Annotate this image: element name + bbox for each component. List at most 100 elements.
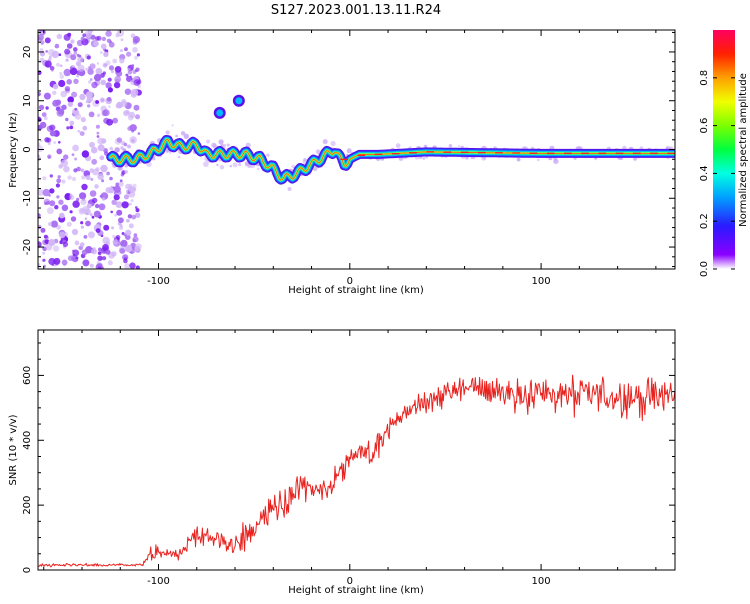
noise-speckle [97,173,104,180]
noise-speckle [120,173,125,177]
halo-speckle [177,155,181,159]
halo-speckle [422,157,426,160]
noise-speckle [75,256,79,260]
noise-speckle [56,109,65,117]
halo-speckle [291,164,295,169]
noise-speckle [136,53,140,57]
noise-speckle [124,88,132,95]
noise-speckle [96,131,100,135]
snr-frame [37,329,676,571]
noise-speckle [131,129,135,133]
noise-speckle [112,234,116,239]
noise-speckle [38,145,44,153]
x-tick-label: 100 [532,576,551,587]
noise-speckle [88,231,95,239]
noise-speckle [73,78,79,85]
noise-speckle [49,174,53,178]
noise-speckle [133,79,141,86]
noise-speckle [49,188,55,194]
noise-speckle [38,155,41,162]
noise-speckle [103,224,110,231]
halo-speckle [633,157,637,161]
noise-speckle [73,51,78,55]
noise-speckle [58,199,64,205]
noise-speckle [45,50,48,53]
noise-speckle [135,67,140,72]
noise-speckle [69,210,73,214]
noise-speckle [133,104,140,111]
noise-speckle [40,40,45,45]
noise-speckle [52,83,59,90]
y-tick-label: -20 [22,239,33,255]
noise-speckle [93,210,101,218]
x-tick-label: -100 [147,276,170,287]
noise-speckle [111,251,117,257]
noise-speckle [45,106,49,110]
colorbar-tick-label: 0.4 [699,165,710,181]
noise-speckle [77,56,84,63]
halo-speckle [244,161,250,167]
noise-speckle [39,51,46,57]
noise-speckle [54,205,59,210]
y-tick-label: -10 [22,190,33,206]
snr-panel: -100 0 100 0 200 400 600 Height of straight li… [8,329,676,596]
halo-speckle [152,157,156,161]
noise-speckle [65,58,69,62]
noise-speckle [123,257,128,261]
noise-speckle [89,63,96,70]
noise-speckle [107,87,113,93]
y-tick-label: 200 [22,496,33,515]
noise-speckle [79,93,86,101]
noise-speckle [120,239,128,247]
isolated-blob [213,106,226,119]
noise-speckle [43,234,48,239]
noise-speckle [111,199,117,205]
noise-speckle [59,64,63,67]
halo-speckle [395,143,401,148]
halo-speckle [120,146,124,150]
noise-speckle [119,179,123,183]
noise-speckle [93,73,102,82]
noise-speckle [41,112,47,117]
noise-speckle [75,61,81,67]
snr-y-axis-label: SNR (10 * v/v) [8,414,19,485]
noise-speckle [108,41,115,48]
halo-speckle [458,145,460,148]
noise-speckle [113,185,121,193]
noise-speckle [67,175,72,180]
x-tick-label: -100 [147,576,170,587]
halo-speckle [203,161,209,167]
noise-speckle [119,224,123,227]
noise-speckle [98,247,102,252]
noise-speckle [81,183,88,191]
noise-speckle [52,245,60,252]
noise-speckle [85,220,91,227]
noise-speckle [49,200,56,207]
noise-speckle [44,239,50,245]
noise-speckle [119,225,124,230]
noise-speckle [99,194,103,198]
noise-speckle [103,51,109,57]
noise-speckle [126,51,132,57]
halo-speckle [124,163,129,168]
noise-speckle [125,190,129,193]
noise-speckle [106,96,112,102]
noise-speckle [44,37,51,44]
noise-speckle [79,242,85,247]
noise-speckle [86,55,91,60]
noise-speckle [79,192,87,200]
noise-speckle [102,256,107,261]
noise-speckle [48,222,52,226]
noise-speckle [95,124,100,129]
noise-speckle [129,136,137,144]
noise-speckle [80,225,84,229]
halo-speckle [315,149,321,154]
noise-speckle [125,73,129,77]
noise-speckle [135,208,140,213]
noise-speckle [101,197,106,201]
noise-speckle [132,183,137,188]
noise-speckle [115,33,120,38]
halo-speckle [171,124,174,127]
